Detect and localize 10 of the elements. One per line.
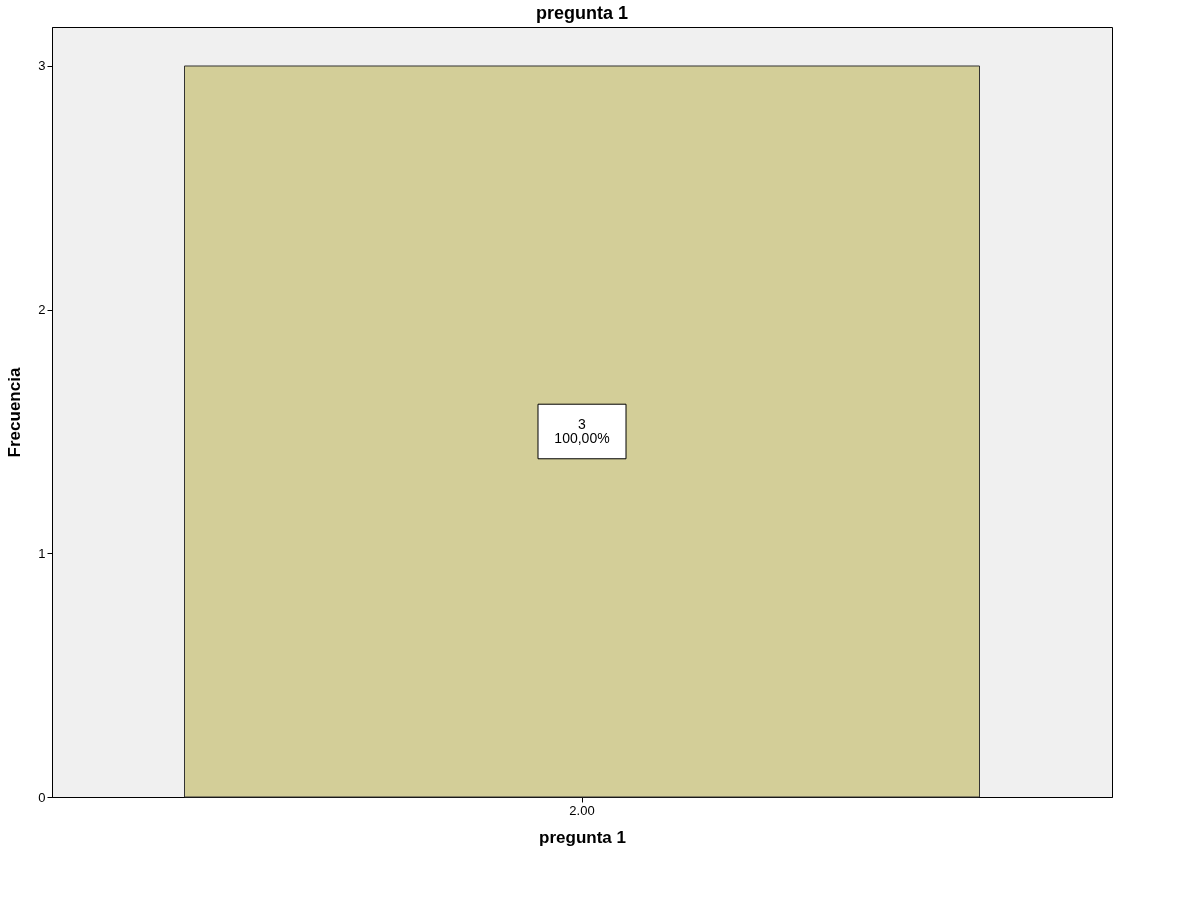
y-tick-label: 0: [38, 789, 46, 805]
y-tick-label: 2: [38, 302, 46, 318]
x-tick-label: 2.00: [569, 802, 595, 818]
y-axis-title: Frecuencia: [5, 367, 25, 458]
annotation: 100,00%: [554, 430, 610, 447]
y-tick-label: 3: [38, 58, 46, 74]
chart-title: pregunta 1: [535, 3, 629, 23]
x-axis-title: pregunta 1: [539, 827, 626, 847]
y-tick-label: 1: [38, 545, 46, 561]
data-label: 3: [578, 416, 587, 433]
